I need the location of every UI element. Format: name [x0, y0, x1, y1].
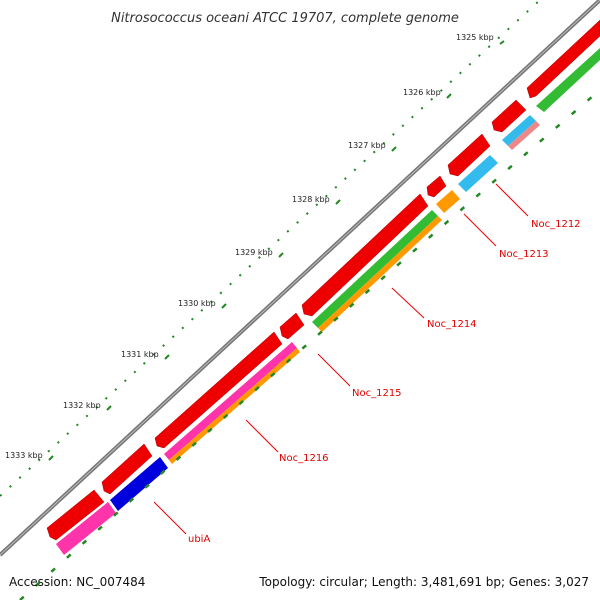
scale-label-1327: 1327 kbp	[348, 141, 386, 150]
genome-backbone-highlight	[0, 0, 600, 556]
scale-label-1333: 1333 kbp	[5, 451, 43, 460]
feature-blue-1[interactable]	[110, 457, 168, 511]
feature-magenta-2[interactable]	[56, 502, 116, 555]
gene-label-noc-1215[interactable]: Noc_1215	[352, 388, 402, 399]
cds-forward-7[interactable]	[154, 331, 283, 449]
feature-track	[56, 48, 600, 555]
scale-label-1329: 1329 kbp	[235, 248, 273, 257]
forward-cds-track	[46, 19, 600, 541]
feature-cyan-1[interactable]	[502, 115, 536, 146]
cds-forward-6[interactable]	[279, 312, 305, 340]
gene-label-noc-1216[interactable]: Noc_1216	[279, 453, 329, 464]
cds-forward-1[interactable]	[526, 19, 600, 99]
scale-label-1328: 1328 kbp	[292, 195, 330, 204]
gene-label-noc-1213[interactable]: Noc_1213	[499, 249, 549, 260]
cds-forward-9[interactable]	[46, 489, 105, 541]
genome-summary: Topology: circular; Length: 3,481,691 bp…	[258, 575, 589, 589]
accession-label: Accession: NC_007484	[9, 575, 145, 589]
gene-label-noc-1212[interactable]: Noc_1212	[531, 219, 581, 230]
map-title: Nitrosococcus oceani ATCC 19707, complet…	[111, 11, 459, 26]
cds-forward-5[interactable]	[301, 193, 429, 317]
scale-label-1325: 1325 kbp	[456, 33, 494, 42]
feature-orange-2[interactable]	[318, 216, 442, 332]
scale-label-1332: 1332 kbp	[63, 401, 101, 410]
scale-label-1330: 1330 kbp	[178, 299, 216, 308]
scale-label-1326: 1326 kbp	[403, 88, 441, 97]
scale-label-1331: 1331 kbp	[121, 350, 159, 359]
inner-dashed-track	[19, 89, 600, 600]
outer-dotted-track	[0, 0, 541, 497]
feature-salmon-1[interactable]	[508, 121, 540, 150]
label-leaders	[153, 183, 529, 535]
gene-label-noc-1214[interactable]: Noc_1214	[427, 319, 477, 330]
feature-green-2[interactable]	[312, 210, 438, 328]
feature-magenta-1[interactable]	[164, 342, 297, 460]
cds-forward-4[interactable]	[426, 175, 447, 198]
cds-forward-8[interactable]	[101, 443, 153, 495]
cds-forward-2[interactable]	[491, 99, 527, 133]
feature-cyan-2[interactable]	[458, 155, 498, 192]
major-ticks	[48, 40, 505, 461]
gene-label-ubia[interactable]: ubiA	[188, 534, 210, 545]
feature-orange-1[interactable]	[436, 190, 460, 213]
feature-green-1[interactable]	[536, 48, 600, 112]
cds-forward-3[interactable]	[447, 133, 491, 177]
feature-orange-3[interactable]	[169, 348, 300, 464]
